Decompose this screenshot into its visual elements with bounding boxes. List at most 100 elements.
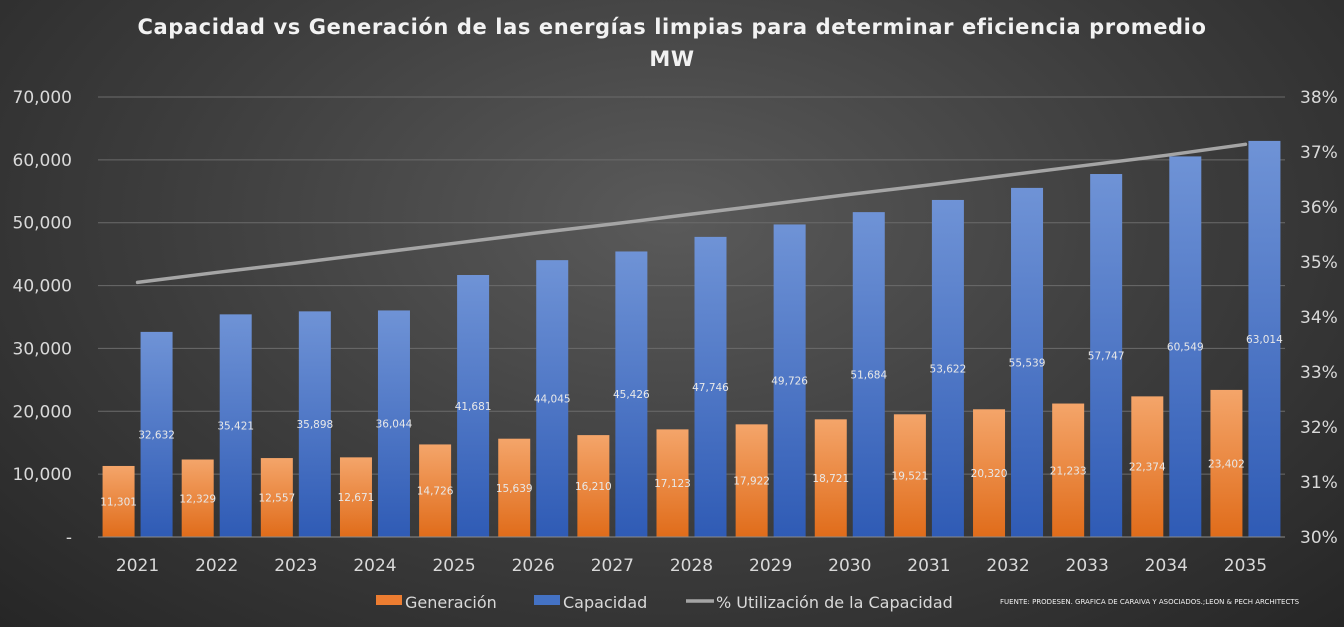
- y-left-tick-label: -: [66, 528, 72, 548]
- legend-label-generacion: Generación: [405, 593, 497, 612]
- x-tick-label-2021: 2021: [116, 556, 159, 576]
- bar-capacidad-2030: [852, 212, 885, 537]
- y-left-tick-label: 60,000: [13, 151, 72, 171]
- bar-generacion-2025: [419, 444, 452, 537]
- y-right-tick-label: 36%: [1300, 198, 1338, 218]
- data-labels: 11,301 32,632 12,329 35,421 12,557 35,898 12,6…: [100, 334, 1283, 509]
- gridlines: [98, 96, 1285, 538]
- chart-subtitle: MW: [649, 47, 694, 71]
- data-label-generacion-2031: 19,521: [892, 471, 929, 483]
- y-right-tick-label: 35%: [1300, 253, 1338, 273]
- x-tick-label-2032: 2032: [986, 556, 1029, 576]
- utilization-line: [135, 142, 1248, 285]
- x-tick-label-2031: 2031: [907, 556, 950, 576]
- y-left-tick-label: 70,000: [13, 88, 72, 108]
- data-label-generacion-2030: 18,721: [812, 473, 849, 485]
- data-label-capacidad-2024: 36,044: [376, 419, 413, 431]
- legend-label-capacidad: Capacidad: [563, 593, 647, 612]
- x-tick-label-2025: 2025: [432, 556, 475, 576]
- y-right-tick-label: 37%: [1300, 143, 1338, 163]
- x-tick-label-2023: 2023: [274, 556, 317, 576]
- legend-swatch-capacidad: [534, 595, 560, 605]
- data-label-capacidad-2029: 49,726: [771, 376, 808, 388]
- data-label-capacidad-2027: 45,426: [613, 389, 650, 401]
- bar-capacidad-2032: [1011, 187, 1044, 538]
- y-right-tick-label: 34%: [1300, 308, 1338, 328]
- chart-title: Capacidad vs Generación de las energías …: [137, 15, 1206, 39]
- x-tick-label-2034: 2034: [1145, 556, 1188, 576]
- bar-generacion-2024: [339, 457, 372, 537]
- data-label-capacidad-2021: 32,632: [138, 429, 175, 441]
- data-label-generacion-2032: 20,320: [971, 468, 1008, 480]
- data-label-generacion-2035: 23,402: [1208, 458, 1245, 470]
- bar-generacion-2028: [656, 429, 689, 537]
- right-axis: 30% 31% 32% 33% 34% 35% 36% 37% 38%: [1300, 88, 1338, 548]
- bar-generacion-2034: [1131, 396, 1164, 537]
- y-right-tick-label: 38%: [1300, 88, 1338, 108]
- source-note: FUENTE: PRODESEN. GRAFICA DE CARAIVA Y A…: [1000, 598, 1300, 606]
- data-label-generacion-2033: 21,233: [1050, 465, 1087, 477]
- y-right-tick-label: 33%: [1300, 363, 1338, 383]
- data-label-capacidad-2032: 55,539: [1009, 357, 1046, 369]
- y-left-tick-label: 50,000: [13, 214, 72, 234]
- x-tick-label-2033: 2033: [1066, 556, 1109, 576]
- bar-capacidad-2023: [298, 311, 331, 537]
- data-label-generacion-2025: 14,726: [417, 486, 454, 498]
- bar-generacion-2027: [577, 435, 610, 537]
- bar-generacion-2021: [102, 465, 135, 537]
- bar-capacidad-2035: [1248, 140, 1281, 538]
- data-label-generacion-2021: 11,301: [100, 496, 137, 508]
- bar-generacion-2035: [1210, 389, 1243, 537]
- y-left-tick-label: 10,000: [13, 465, 72, 485]
- bar-capacidad-2024: [377, 310, 410, 537]
- x-axis: 2021 2022 2023 2024 2025 2026 2027 2028 2029 2030…: [98, 536, 1285, 576]
- y-left-tick-label: 40,000: [13, 277, 72, 297]
- data-label-capacidad-2033: 57,747: [1088, 351, 1125, 363]
- x-tick-label-2027: 2027: [591, 556, 634, 576]
- y-left-tick-label: 20,000: [13, 402, 72, 422]
- bar-capacidad-2026: [536, 260, 569, 537]
- data-label-generacion-2034: 22,374: [1129, 462, 1166, 474]
- data-label-capacidad-2028: 47,746: [692, 382, 729, 394]
- x-tick-label-2029: 2029: [749, 556, 792, 576]
- bar-generacion-2031: [893, 414, 926, 537]
- line-utilizacion: [135, 142, 1248, 285]
- bar-generacion-2023: [260, 458, 293, 537]
- legend-label-utilizacion: % Utilización de la Capacidad: [716, 593, 953, 612]
- x-tick-label-2024: 2024: [353, 556, 396, 576]
- data-label-generacion-2026: 15,639: [496, 483, 533, 495]
- legend: Generación Capacidad % Utilización de la…: [376, 593, 953, 612]
- data-label-generacion-2028: 17,123: [654, 478, 691, 490]
- bar-capacidad-2027: [615, 251, 648, 537]
- bar-capacidad-2028: [694, 236, 727, 538]
- bar-generacion-2030: [814, 419, 847, 537]
- bar-generacion-2022: [181, 459, 214, 537]
- bar-capacidad-2021: [140, 331, 173, 537]
- bars: [102, 140, 1281, 538]
- y-right-tick-label: 31%: [1300, 473, 1338, 493]
- x-tick-label-2035: 2035: [1224, 556, 1267, 576]
- bar-generacion-2032: [973, 409, 1006, 537]
- x-tick-label-2030: 2030: [828, 556, 871, 576]
- data-label-generacion-2024: 12,671: [338, 492, 375, 504]
- data-label-capacidad-2026: 44,045: [534, 394, 571, 406]
- legend-swatch-generacion: [376, 595, 402, 605]
- bar-capacidad-2029: [773, 224, 806, 537]
- data-label-generacion-2022: 12,329: [179, 493, 216, 505]
- bar-capacidad-2022: [219, 314, 252, 537]
- data-label-capacidad-2025: 41,681: [455, 401, 492, 413]
- data-label-capacidad-2031: 53,622: [930, 363, 967, 375]
- data-label-capacidad-2023: 35,898: [296, 419, 333, 431]
- x-tick-label-2022: 2022: [195, 556, 238, 576]
- data-label-capacidad-2034: 60,549: [1167, 342, 1204, 354]
- bar-capacidad-2034: [1169, 156, 1202, 537]
- data-label-generacion-2027: 16,210: [575, 481, 612, 493]
- bar-generacion-2029: [735, 424, 768, 537]
- data-label-generacion-2029: 17,922: [733, 476, 770, 488]
- data-label-capacidad-2035: 63,014: [1246, 334, 1283, 346]
- data-label-generacion-2023: 12,557: [258, 493, 295, 505]
- bar-generacion-2026: [498, 438, 531, 537]
- bar-capacidad-2025: [457, 275, 490, 537]
- y-right-tick-label: 32%: [1300, 418, 1338, 438]
